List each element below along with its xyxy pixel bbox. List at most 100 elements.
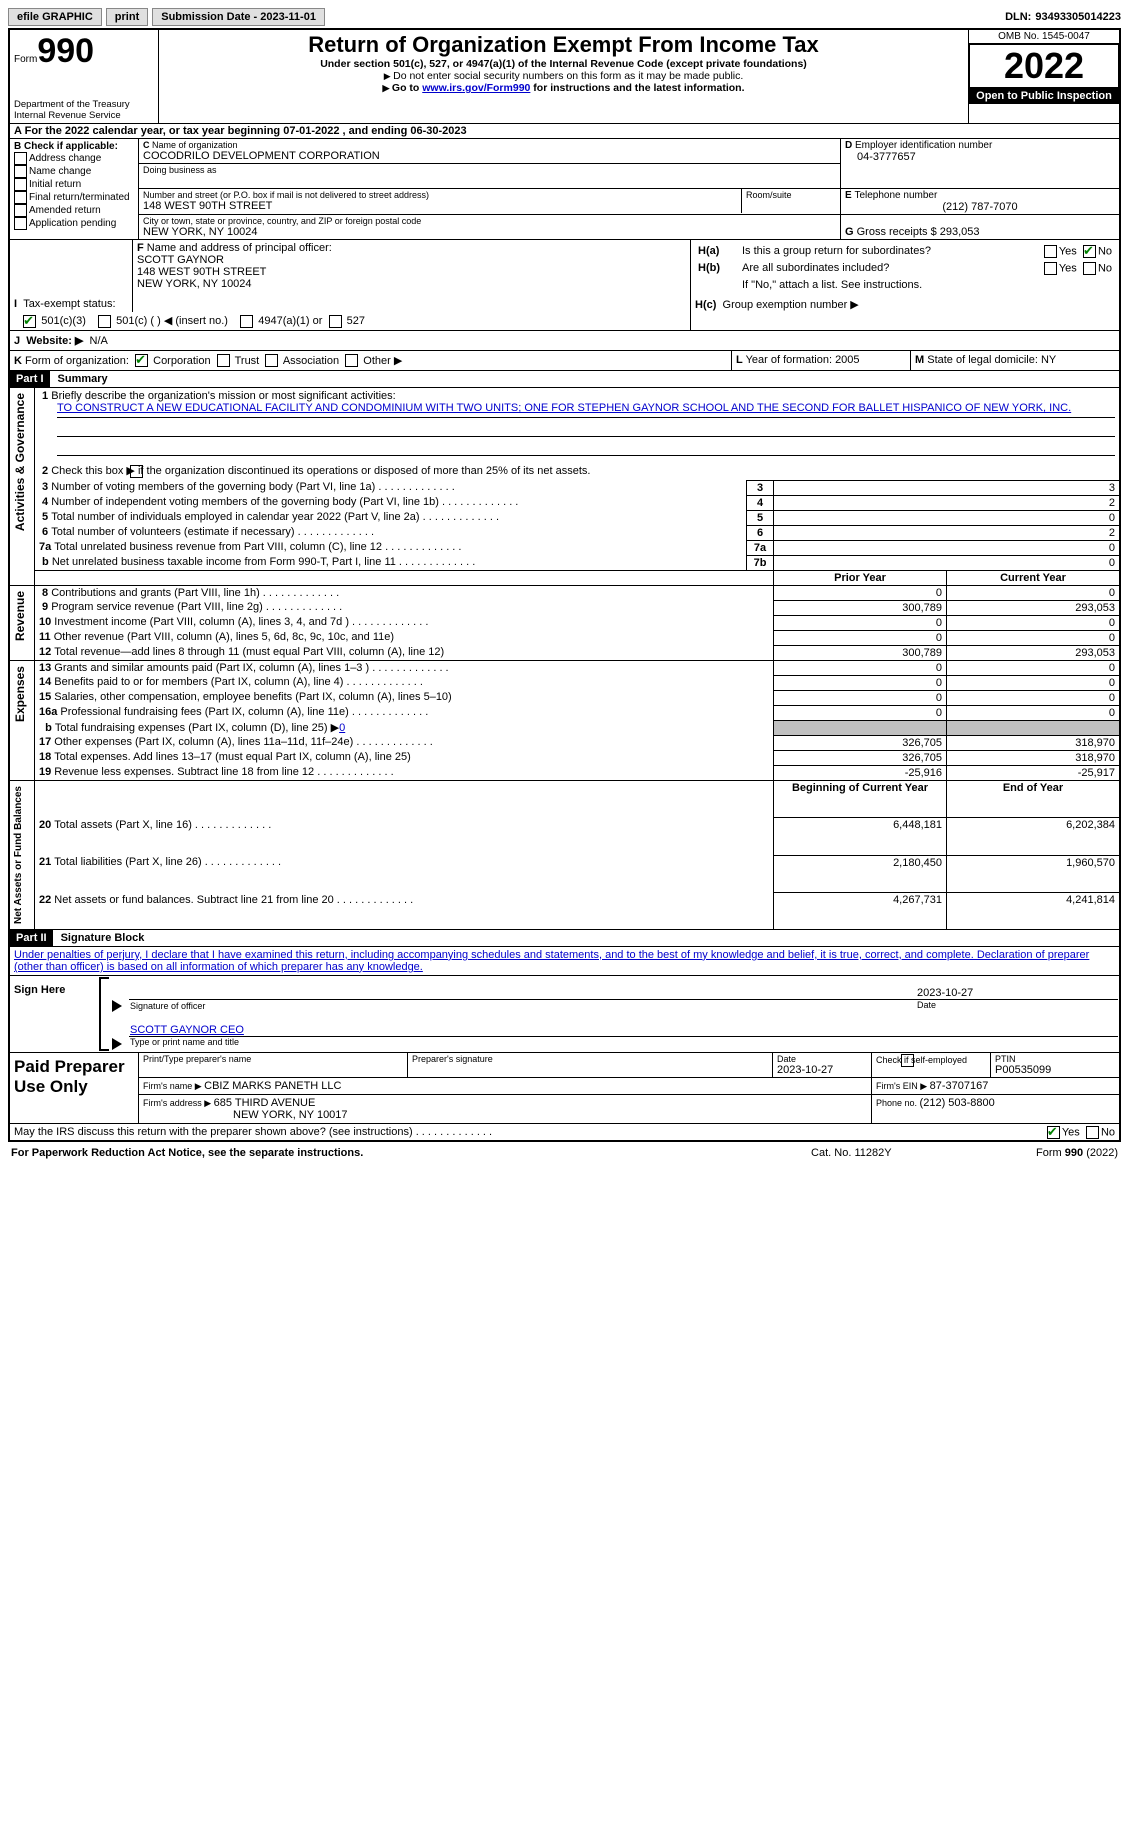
- footer-notice: For Paperwork Reduction Act Notice, see …: [10, 1146, 762, 1160]
- form-label: Form: [14, 54, 37, 65]
- city-label: City or town, state or province, country…: [143, 216, 836, 226]
- ha-label: Is this a group return for subordinates?: [741, 244, 989, 259]
- app-pending-label: Application pending: [29, 218, 116, 229]
- dba-label: Doing business as: [143, 165, 836, 175]
- note-goto-pre: Go to: [392, 82, 422, 94]
- f-label: Name and address of principal officer:: [147, 242, 332, 254]
- 501c3-checkbox[interactable]: [23, 315, 36, 328]
- l12-prior: 300,789: [774, 645, 947, 660]
- 4947-checkbox[interactable]: [240, 315, 253, 328]
- efile-button[interactable]: efile GRAPHIC: [8, 8, 102, 26]
- l3-text: Number of voting members of the governin…: [51, 481, 375, 493]
- discuss-no-checkbox[interactable]: [1086, 1126, 1099, 1139]
- print-button[interactable]: print: [106, 8, 148, 26]
- current-year-header: Current Year: [947, 570, 1120, 585]
- amended-return-checkbox[interactable]: [14, 204, 27, 217]
- l16a-current: 0: [947, 705, 1120, 720]
- l20-current: 6,202,384: [947, 818, 1120, 855]
- j-label: Website: ▶: [26, 335, 83, 347]
- discuss-yes-checkbox[interactable]: [1047, 1126, 1060, 1139]
- mission-text[interactable]: TO CONSTRUCT A NEW EDUCATIONAL FACILITY …: [57, 402, 1071, 414]
- l17-prior: 326,705: [774, 735, 947, 750]
- part2-label: Part II: [10, 930, 53, 946]
- ha-no-checkbox[interactable]: [1083, 245, 1096, 258]
- submission-date: 2023-11-01: [260, 11, 316, 23]
- initial-return-checkbox[interactable]: [14, 178, 27, 191]
- corp-checkbox[interactable]: [135, 354, 148, 367]
- 501c-checkbox[interactable]: [98, 315, 111, 328]
- declaration-text: Under penalties of perjury, I declare th…: [10, 947, 1119, 975]
- trust-checkbox[interactable]: [217, 354, 230, 367]
- addr-change-checkbox[interactable]: [14, 152, 27, 165]
- name-change-checkbox[interactable]: [14, 165, 27, 178]
- l18-text: Total expenses. Add lines 13–17 (must eq…: [54, 751, 410, 763]
- e-label: Telephone number: [854, 190, 937, 201]
- firm-phone: (212) 503-8800: [920, 1097, 995, 1109]
- l4-value: 2: [774, 495, 1120, 510]
- amended-return-label: Amended return: [29, 205, 101, 216]
- 527-checkbox[interactable]: [329, 315, 342, 328]
- corp-label: Corporation: [153, 355, 210, 367]
- l6-text: Total number of volunteers (estimate if …: [51, 526, 294, 538]
- final-return-checkbox[interactable]: [14, 191, 27, 204]
- l5-value: 0: [774, 510, 1120, 525]
- officer-addr1: 148 WEST 90TH STREET: [137, 266, 686, 278]
- room-suite-label: Room/suite: [742, 189, 841, 213]
- ha-yes-checkbox[interactable]: [1044, 245, 1057, 258]
- d-label: Employer identification number: [855, 140, 992, 151]
- phone-value: (212) 787-7070: [845, 201, 1115, 213]
- l19-text: Revenue less expenses. Subtract line 18 …: [54, 766, 314, 778]
- eoy-header: End of Year: [947, 780, 1120, 817]
- l18-prior: 326,705: [774, 750, 947, 765]
- hb-yes-checkbox[interactable]: [1044, 262, 1057, 275]
- l11-current: 0: [947, 630, 1120, 645]
- l16a-prior: 0: [774, 705, 947, 720]
- side-net-assets: Net Assets or Fund Balances: [11, 782, 26, 928]
- irs-link[interactable]: www.irs.gov/Form990: [422, 82, 530, 94]
- line-a-mid: , and ending: [339, 125, 410, 137]
- l11-text: Other revenue (Part VIII, column (A), li…: [54, 631, 394, 643]
- l7b-value: 0: [774, 555, 1120, 570]
- firm-addr2: NEW YORK, NY 10017: [233, 1109, 348, 1121]
- website-value: N/A: [90, 335, 108, 347]
- l22-prior: 4,267,731: [774, 893, 947, 929]
- c-name-label: Name of organization: [152, 140, 238, 150]
- state-domicile: NY: [1041, 354, 1056, 366]
- phone-label: Phone no.: [876, 1098, 920, 1108]
- l2-checkbox[interactable]: [130, 465, 143, 478]
- side-activities: Activities & Governance: [11, 389, 29, 535]
- sig-arrow-icon: [112, 1000, 122, 1012]
- l17-text: Other expenses (Part IX, column (A), lin…: [54, 736, 353, 748]
- l21-current: 1,960,570: [947, 855, 1120, 892]
- l21-prior: 2,180,450: [774, 855, 947, 892]
- paid-preparer-label: Paid Preparer Use Only: [10, 1052, 139, 1123]
- dln-value: 93493305014223: [1035, 11, 1121, 23]
- addr-label: Number and street (or P.O. box if mail i…: [143, 190, 737, 200]
- l12-text: Total revenue—add lines 8 through 11 (mu…: [54, 646, 444, 658]
- submission-date-button[interactable]: Submission Date - 2023-11-01: [152, 8, 325, 26]
- other-checkbox[interactable]: [345, 354, 358, 367]
- l14-text: Benefits paid to or for members (Part IX…: [54, 676, 343, 688]
- assoc-checkbox[interactable]: [265, 354, 278, 367]
- l15-text: Salaries, other compensation, employee b…: [54, 691, 451, 703]
- prep-date-label: Date: [777, 1054, 867, 1064]
- l-label: Year of formation:: [746, 354, 835, 366]
- part1-label: Part I: [10, 371, 50, 387]
- l20-text: Total assets (Part X, line 16): [54, 819, 192, 831]
- self-employed-checkbox[interactable]: [901, 1054, 914, 1067]
- 527-label: 527: [347, 315, 365, 327]
- l10-text: Investment income (Part VIII, column (A)…: [54, 616, 349, 628]
- l16a-text: Professional fundraising fees (Part IX, …: [60, 706, 348, 718]
- hb-no-checkbox[interactable]: [1083, 262, 1096, 275]
- ein-value: 04-3777657: [845, 151, 1115, 163]
- footer-form: 990: [1065, 1147, 1083, 1159]
- l6-value: 2: [774, 525, 1120, 540]
- app-pending-checkbox[interactable]: [14, 217, 27, 230]
- prior-year-header: Prior Year: [774, 570, 947, 585]
- firm-addr-label: Firm's address ▶: [143, 1098, 214, 1108]
- org-city: NEW YORK, NY 10024: [143, 226, 836, 238]
- 501c3-label: 501(c)(3): [41, 315, 86, 327]
- l3-value: 3: [774, 480, 1120, 495]
- discuss-text: May the IRS discuss this return with the…: [14, 1126, 413, 1138]
- l15-prior: 0: [774, 690, 947, 705]
